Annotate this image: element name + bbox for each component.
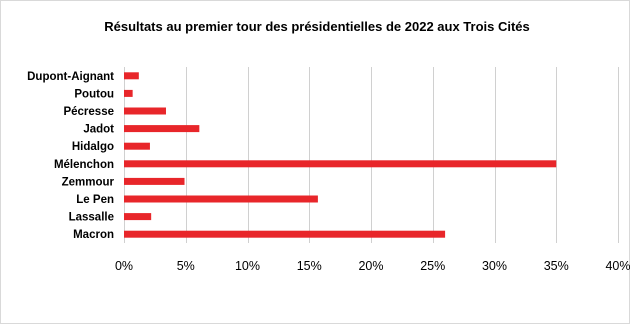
- x-tick-labels: 0% 5% 10% 15% 20% 25% 30% 35% 40%: [115, 259, 630, 273]
- bar: [124, 125, 200, 133]
- x-tick-label: 40%: [605, 259, 630, 273]
- category-labels: Dupont-Aignant Poutou Pécresse Jadot Hidalg…: [27, 71, 114, 241]
- category-label: Pécresse: [63, 106, 114, 118]
- x-tick-label: 10%: [235, 259, 260, 273]
- category-label: Lassalle: [69, 212, 114, 224]
- bar: [124, 160, 557, 168]
- bar: [124, 195, 318, 203]
- x-tick-label: 25%: [420, 259, 445, 273]
- category-label: Hidalgo: [72, 141, 114, 153]
- bar: [124, 213, 152, 221]
- bar: [124, 142, 150, 150]
- x-tick-label: 5%: [177, 259, 195, 273]
- category-label: Zemmour: [62, 176, 115, 188]
- gridlines: [124, 67, 619, 243]
- category-label: Dupont-Aignant: [27, 71, 114, 83]
- x-tick-label: 20%: [358, 259, 383, 273]
- x-tick-label: 15%: [297, 259, 322, 273]
- bars: [124, 72, 557, 238]
- bar: [124, 89, 133, 97]
- category-label: Jadot: [83, 124, 114, 136]
- x-tick-label: 35%: [544, 259, 569, 273]
- category-label: Mélenchon: [54, 159, 114, 171]
- x-tick-label: 30%: [482, 259, 507, 273]
- category-label: Le Pen: [76, 194, 114, 206]
- bar: [124, 107, 166, 115]
- chart-title: Résultats au premier tour des présidenti…: [104, 19, 530, 34]
- bar: [124, 177, 185, 185]
- x-tick-label: 0%: [115, 259, 133, 273]
- category-label: Macron: [73, 229, 114, 241]
- category-label: Poutou: [74, 88, 114, 100]
- bar: [124, 72, 139, 80]
- bar: [124, 230, 446, 238]
